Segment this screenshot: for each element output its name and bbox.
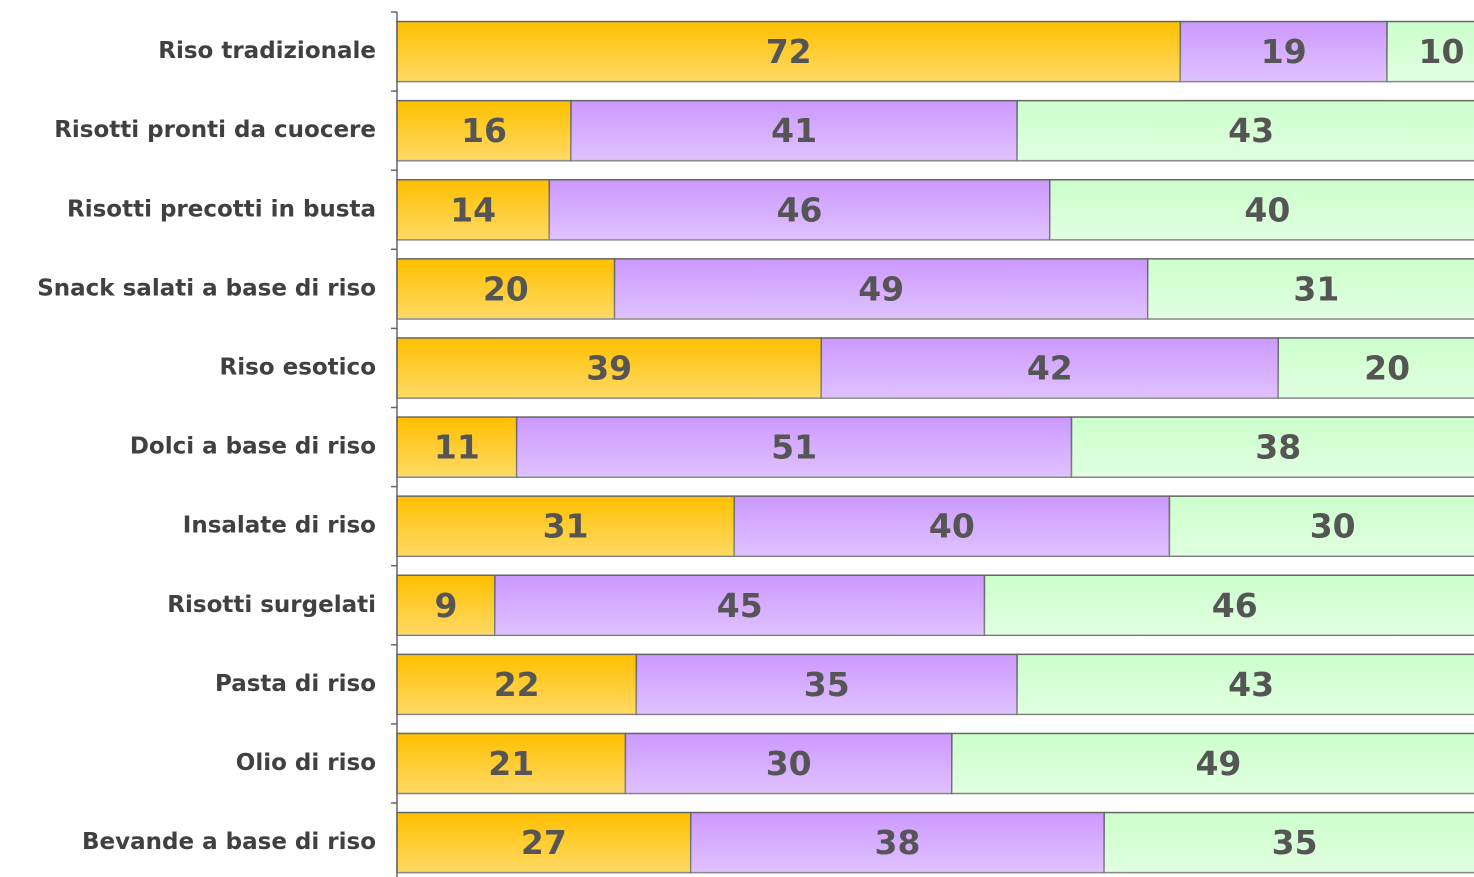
value-label: 43 — [1228, 665, 1274, 704]
value-label: 40 — [929, 507, 975, 546]
value-label: 11 — [434, 428, 480, 467]
value-label: 45 — [717, 586, 763, 625]
value-label: 30 — [1310, 507, 1356, 546]
value-label: 51 — [771, 428, 817, 467]
value-label: 38 — [1255, 428, 1301, 467]
value-label: 22 — [494, 665, 540, 704]
value-label: 38 — [875, 823, 921, 862]
y-tick-label: Riso tradizionale — [158, 38, 376, 64]
y-tick-label: Risotti pronti da cuocere — [54, 117, 376, 143]
y-tick-label: Riso esotico — [220, 354, 377, 380]
value-label: 49 — [1195, 744, 1241, 783]
value-label: 16 — [461, 111, 507, 150]
value-label: 9 — [434, 586, 457, 625]
value-label: 42 — [1027, 348, 1073, 387]
value-label: 31 — [1293, 269, 1339, 308]
value-label: 30 — [766, 744, 812, 783]
value-label: 46 — [1212, 586, 1258, 625]
value-label: 21 — [488, 744, 534, 783]
y-tick-label: Pasta di riso — [215, 671, 376, 697]
value-label: 46 — [777, 190, 823, 229]
y-tick-label: Insalate di riso — [183, 513, 376, 539]
value-label: 27 — [521, 823, 567, 862]
value-label: 49 — [858, 269, 904, 308]
value-label: 20 — [483, 269, 529, 308]
value-label: 41 — [771, 111, 817, 150]
value-label: 31 — [543, 507, 589, 546]
y-tick-label: Dolci a base di riso — [130, 434, 376, 460]
value-label: 39 — [586, 348, 632, 387]
value-label: 43 — [1228, 111, 1274, 150]
value-label: 14 — [450, 190, 496, 229]
value-label: 35 — [804, 665, 850, 704]
value-label: 19 — [1261, 32, 1307, 71]
y-tick-label: Risotti precotti in busta — [67, 196, 376, 222]
value-label: 40 — [1244, 190, 1290, 229]
value-label: 10 — [1419, 32, 1465, 71]
y-tick-label: Bevande a base di riso — [82, 829, 376, 855]
value-label: 35 — [1272, 823, 1318, 862]
y-tick-label: Snack salati a base di riso — [37, 275, 376, 301]
y-tick-label: Olio di riso — [236, 750, 376, 776]
y-tick-label: Risotti surgelati — [167, 592, 376, 618]
value-label: 20 — [1364, 348, 1410, 387]
value-label: 72 — [766, 32, 812, 71]
